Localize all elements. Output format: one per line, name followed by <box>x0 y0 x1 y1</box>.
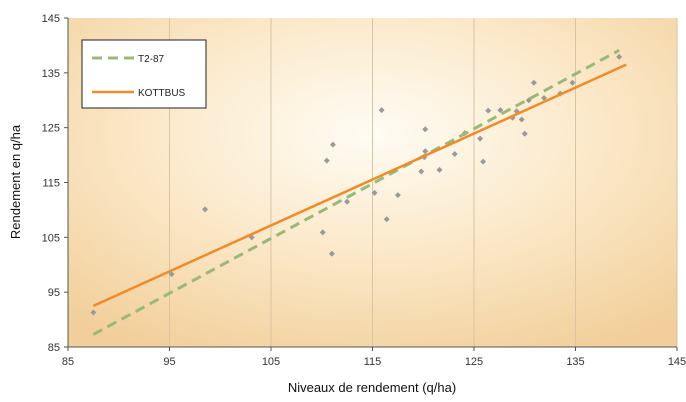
x-tick-label: 115 <box>364 356 382 368</box>
data-point <box>371 189 378 196</box>
data-point <box>323 157 330 164</box>
data-point <box>521 130 528 137</box>
data-point <box>383 216 390 223</box>
x-tick-label: 145 <box>668 356 686 368</box>
data-points <box>90 53 623 316</box>
y-tick-label: 85 <box>48 342 60 354</box>
tick-labels: 85 95 105 115 125 135 145 85 95 105 115 125 135 145 <box>42 13 686 368</box>
data-point <box>616 53 623 60</box>
y-axis-title: Rendement en q/ha <box>8 124 23 239</box>
legend-label-kottbus: KOTTBUS <box>138 88 186 99</box>
data-point <box>480 158 487 165</box>
x-tick-label: 95 <box>163 356 175 368</box>
x-axis-title: Niveaux de rendement (q/ha) <box>288 380 456 395</box>
legend-label-t2-87: T2-87 <box>138 54 165 65</box>
data-point <box>319 229 326 236</box>
x-tick-label: 85 <box>62 356 74 368</box>
data-point <box>202 206 209 213</box>
data-point <box>422 126 429 133</box>
data-point <box>497 107 504 114</box>
data-point <box>477 135 484 142</box>
y-tick-label: 105 <box>42 232 60 244</box>
trend-lines <box>92 49 627 336</box>
y-tick-label: 125 <box>42 123 60 135</box>
data-point <box>329 141 336 148</box>
data-point <box>168 271 175 278</box>
x-tick-label: 105 <box>262 356 280 368</box>
data-point <box>378 107 385 114</box>
x-tick-label: 135 <box>566 356 584 368</box>
data-point <box>344 198 351 205</box>
data-point <box>518 116 525 123</box>
y-tick-label: 95 <box>48 287 60 299</box>
y-tick-label: 145 <box>42 13 60 25</box>
data-point <box>541 95 548 102</box>
data-point <box>90 309 97 316</box>
y-tick-label: 115 <box>42 178 60 190</box>
x-tick-label: 125 <box>465 356 483 368</box>
legend: T2-87 KOTTBUS <box>81 39 207 109</box>
data-point <box>569 79 576 86</box>
legend-box <box>81 39 207 109</box>
data-point <box>485 107 492 114</box>
trend-line-t2-87 <box>92 49 620 336</box>
data-point <box>418 168 425 175</box>
axes <box>64 17 678 351</box>
data-point <box>436 166 443 173</box>
data-point <box>451 150 458 157</box>
y-tick-label: 135 <box>42 68 60 80</box>
data-point <box>530 79 537 86</box>
data-point <box>422 148 429 155</box>
data-point <box>328 250 335 257</box>
trend-line-kottbus <box>92 63 627 308</box>
data-point <box>394 192 401 199</box>
